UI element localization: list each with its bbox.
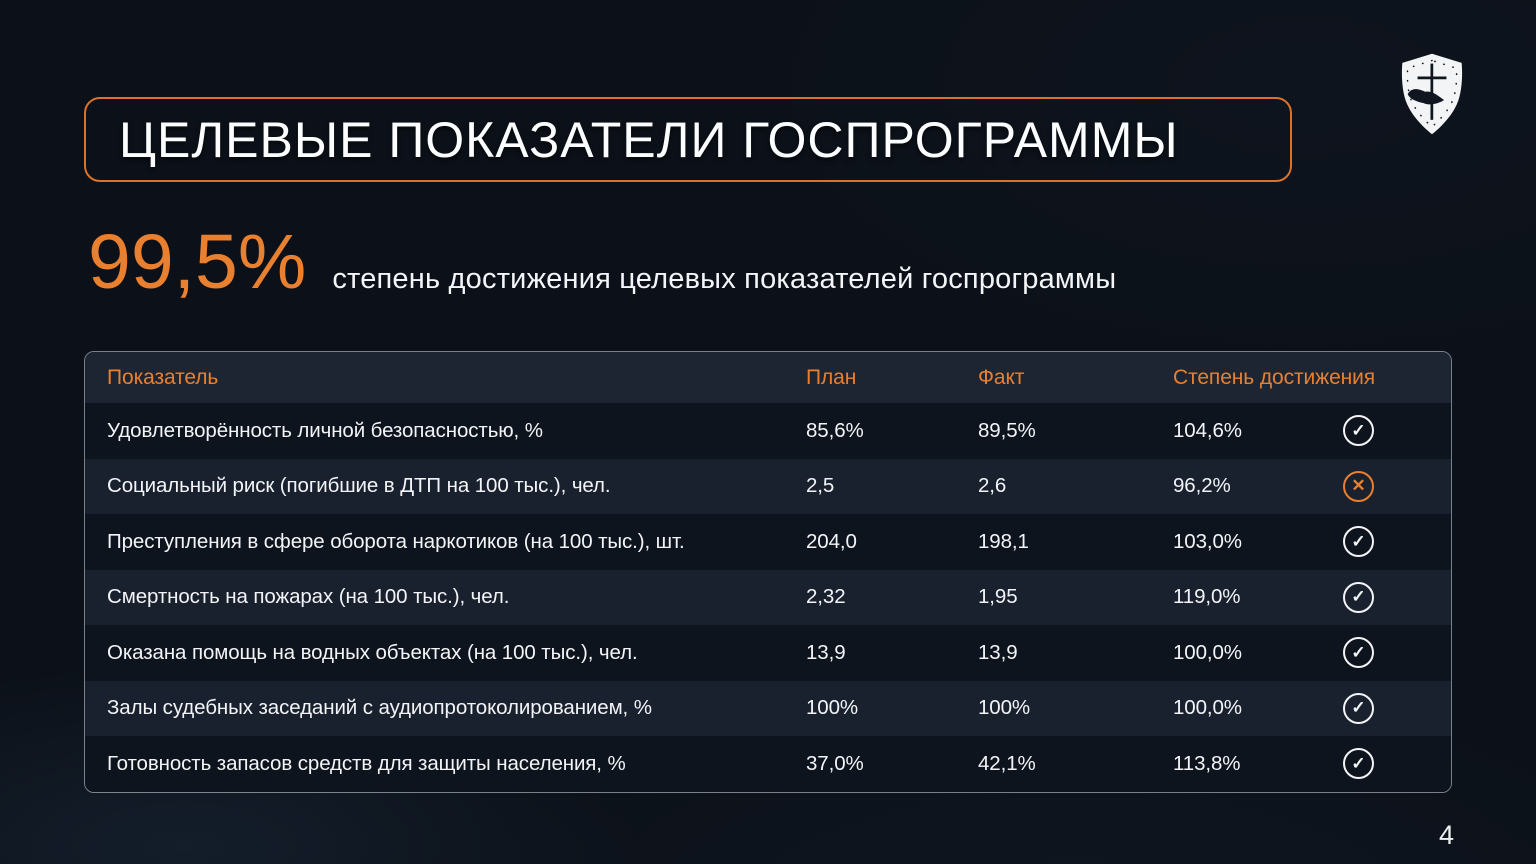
kpi-block: 99,5% степень достижения целевых показат… xyxy=(88,224,1116,301)
plan-cell: 204,0 xyxy=(806,529,857,553)
kpi-caption: степень достижения целевых показателей г… xyxy=(332,263,1117,295)
check-circle-icon: ✓ xyxy=(1343,637,1374,669)
fact-cell: 100% xyxy=(978,696,1031,720)
fact-cell: 2,6 xyxy=(978,474,1007,498)
plan-cell: 85,6% xyxy=(806,418,864,442)
check-circle-icon: ✓ xyxy=(1343,415,1374,447)
indicator-cell: Преступления в сфере оборота наркотиков … xyxy=(107,529,685,553)
check-circle-icon: ✓ xyxy=(1343,692,1374,724)
cross-circle-icon: ✕ xyxy=(1343,470,1374,502)
indicator-cell: Социальный риск (погибшие в ДТП на 100 т… xyxy=(107,474,611,498)
fact-cell: 89,5% xyxy=(978,418,1036,442)
table-row: Залы судебных заседаний с аудиопротоколи… xyxy=(85,680,1451,736)
check-circle-icon: ✓ xyxy=(1343,748,1374,780)
plan-cell: 37,0% xyxy=(806,751,864,775)
table-header-row: Показатель План Факт Степень достижения xyxy=(85,352,1451,403)
indicator-cell: Залы судебных заседаний с аудиопротоколи… xyxy=(107,696,652,720)
table-row: Оказана помощь на водных объектах (на 10… xyxy=(85,625,1451,681)
check-circle-icon: ✓ xyxy=(1343,581,1374,613)
column-header-degree: Степень достижения xyxy=(1173,365,1376,389)
indicator-cell: Удовлетворённость личной безопасностью, … xyxy=(107,418,543,442)
indicator-cell: Смертность на пожарах (на 100 тыс.), чел… xyxy=(107,585,510,609)
column-header-fact: Факт xyxy=(978,365,1025,389)
table-row: Смертность на пожарах (на 100 тыс.), чел… xyxy=(85,569,1451,625)
degree-cell: 113,8% xyxy=(1173,751,1241,775)
plan-cell: 13,9 xyxy=(806,640,846,664)
kpi-value: 99,5% xyxy=(88,219,307,305)
table-row: Готовность запасов средств для защиты на… xyxy=(85,736,1451,792)
degree-cell: 104,6% xyxy=(1173,418,1242,442)
indicator-cell: Готовность запасов средств для защиты на… xyxy=(107,751,626,775)
slide-title-box: ЦЕЛЕВЫЕ ПОКАЗАТЕЛИ ГОСПРОГРАММЫ xyxy=(84,97,1292,182)
column-header-indicator: Показатель xyxy=(107,365,219,389)
table-row: Преступления в сфере оборота наркотиков … xyxy=(85,514,1451,570)
shield-with-cross-logo xyxy=(1394,51,1470,142)
degree-cell: 119,0% xyxy=(1173,585,1241,609)
degree-cell: 100,0% xyxy=(1173,696,1242,720)
column-header-plan: План xyxy=(806,365,857,389)
check-circle-icon: ✓ xyxy=(1343,526,1374,558)
fact-cell: 1,95 xyxy=(978,585,1018,609)
degree-cell: 103,0% xyxy=(1173,529,1242,553)
page-title: ЦЕЛЕВЫЕ ПОКАЗАТЕЛИ ГОСПРОГРАММЫ xyxy=(119,111,1179,168)
degree-cell: 96,2% xyxy=(1173,474,1231,498)
fact-cell: 198,1 xyxy=(978,529,1029,553)
fact-cell: 13,9 xyxy=(978,640,1018,664)
degree-cell: 100,0% xyxy=(1173,640,1242,664)
page-number: 4 xyxy=(1438,820,1454,850)
indicator-cell: Оказана помощь на водных объектах (на 10… xyxy=(107,640,638,664)
fact-cell: 42,1% xyxy=(978,751,1036,775)
shield-icon xyxy=(1401,53,1463,135)
plan-cell: 100% xyxy=(806,696,859,720)
plan-cell: 2,5 xyxy=(806,474,835,498)
table-row: Социальный риск (погибшие в ДТП на 100 т… xyxy=(85,458,1451,514)
indicators-table: Показатель План Факт Степень достижения … xyxy=(84,351,1452,793)
plan-cell: 2,32 xyxy=(806,585,846,609)
table-row: Удовлетворённость личной безопасностью, … xyxy=(85,403,1451,459)
